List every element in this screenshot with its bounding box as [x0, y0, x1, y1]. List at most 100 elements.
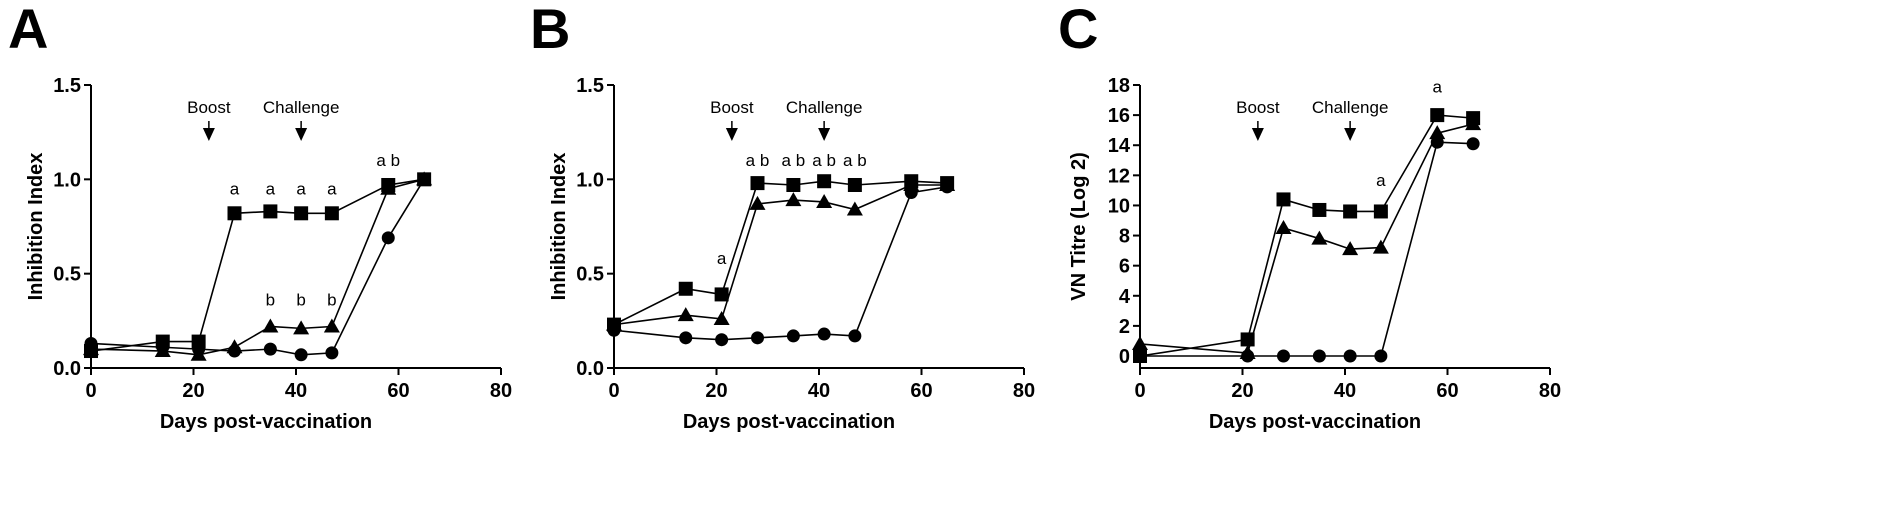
y-axis-label: Inhibition Index	[548, 153, 570, 301]
data-point-circle	[417, 172, 431, 186]
series-line-triangle	[613, 184, 948, 326]
x-tick-label: 60	[387, 380, 409, 402]
y-tick-label: 0.0	[576, 358, 604, 380]
x-tick-label: 80	[490, 380, 512, 402]
data-point-circle	[904, 186, 918, 200]
data-point-circle	[263, 342, 277, 356]
data-point-circle	[1133, 349, 1147, 363]
data-point-circle	[1466, 137, 1480, 151]
data-point-triangle	[1275, 220, 1292, 235]
data-point-square	[263, 204, 278, 219]
panel-letter: B	[530, 0, 570, 60]
significance-label: a	[230, 179, 240, 198]
x-tick-label: 80	[1539, 380, 1561, 402]
data-point-triangle	[816, 193, 833, 208]
y-tick-label: 10	[1108, 195, 1130, 217]
x-axis-label: Days post-vaccination	[683, 411, 895, 433]
data-point-triangle	[323, 318, 340, 333]
event-arrow-icon	[295, 128, 308, 141]
data-point-square	[1373, 204, 1388, 219]
y-tick-label: 0.5	[53, 264, 81, 286]
x-tick-label: 40	[808, 380, 830, 402]
significance-label: a	[296, 179, 306, 198]
data-point-triangle	[1311, 230, 1328, 245]
y-tick-label: 0.0	[53, 358, 81, 380]
significance-label: b	[327, 291, 336, 310]
data-point-triangle	[1429, 125, 1446, 140]
data-point-square	[817, 174, 832, 189]
x-tick-label: 80	[1013, 380, 1035, 402]
data-point-square	[714, 287, 729, 302]
data-point-square	[227, 206, 242, 221]
y-tick-label: 4	[1119, 286, 1131, 308]
y-tick-label: 14	[1108, 135, 1131, 157]
significance-label: a	[266, 179, 276, 198]
significance-label: a b	[746, 151, 770, 170]
data-point-triangle	[262, 318, 279, 333]
y-tick-label: 1.0	[576, 169, 604, 191]
data-point-square	[1430, 108, 1445, 123]
data-point-triangle	[846, 201, 863, 216]
event-arrow-icon	[1251, 128, 1264, 141]
data-point-circle	[1241, 349, 1255, 363]
data-point-square	[324, 206, 339, 221]
data-point-circle	[817, 327, 831, 341]
data-point-circle	[715, 333, 729, 347]
data-point-circle	[940, 180, 954, 194]
data-point-square	[1312, 202, 1327, 217]
y-tick-label: 6	[1119, 256, 1130, 278]
event-arrow-icon	[1344, 128, 1357, 141]
data-point-triangle	[749, 195, 766, 210]
event-label: Boost	[1236, 98, 1280, 117]
data-point-square	[1343, 204, 1358, 219]
data-point-triangle	[1372, 239, 1389, 254]
data-point-circle	[325, 346, 339, 360]
data-point-triangle	[1132, 335, 1148, 350]
y-tick-label: 0	[1119, 346, 1130, 368]
data-point-triangle	[677, 307, 694, 322]
x-tick-label: 60	[910, 380, 932, 402]
event-arrow-icon	[818, 128, 831, 141]
y-tick-label: 2	[1119, 316, 1130, 338]
data-point-circle	[1312, 349, 1326, 363]
data-point-circle	[751, 331, 764, 345]
data-point-circle	[1374, 349, 1388, 363]
data-point-triangle	[380, 180, 397, 195]
data-point-square	[294, 206, 309, 221]
significance-label: a b	[782, 151, 806, 170]
data-point-triangle	[785, 192, 802, 207]
event-label: Challenge	[263, 98, 340, 117]
series-line-circle	[90, 178, 425, 356]
x-tick-label: 20	[182, 380, 204, 402]
series-line-circle	[1140, 141, 1474, 357]
x-tick-label: 0	[608, 380, 619, 402]
y-tick-label: 8	[1119, 226, 1130, 248]
data-point-square	[786, 177, 801, 192]
event-arrow-icon	[725, 128, 738, 141]
event-label: Challenge	[786, 98, 863, 117]
data-point-triangle	[1342, 241, 1359, 256]
data-point-circle	[228, 344, 241, 358]
panel-letter: A	[8, 0, 48, 60]
significance-label: b	[266, 291, 275, 310]
data-point-circle	[1430, 135, 1444, 149]
data-point-circle	[192, 342, 206, 356]
data-point-circle	[84, 336, 98, 350]
series-line-square	[1139, 114, 1474, 357]
x-tick-label: 20	[1231, 380, 1253, 402]
data-point-square	[678, 281, 693, 296]
data-point-circle	[786, 329, 800, 343]
event-label: Boost	[187, 98, 231, 117]
data-point-circle	[1343, 349, 1357, 363]
data-point-circle	[848, 329, 862, 343]
x-tick-label: 40	[285, 380, 307, 402]
data-point-triangle	[713, 310, 730, 325]
significance-label: a b	[812, 151, 836, 170]
data-point-circle	[381, 231, 395, 245]
event-label: Boost	[710, 98, 754, 117]
x-axis-label: Days post-vaccination	[1209, 411, 1421, 433]
data-point-circle	[679, 331, 693, 345]
y-tick-label: 0.5	[576, 264, 604, 286]
y-tick-label: 1.0	[53, 169, 81, 191]
significance-label: a	[1433, 78, 1443, 97]
